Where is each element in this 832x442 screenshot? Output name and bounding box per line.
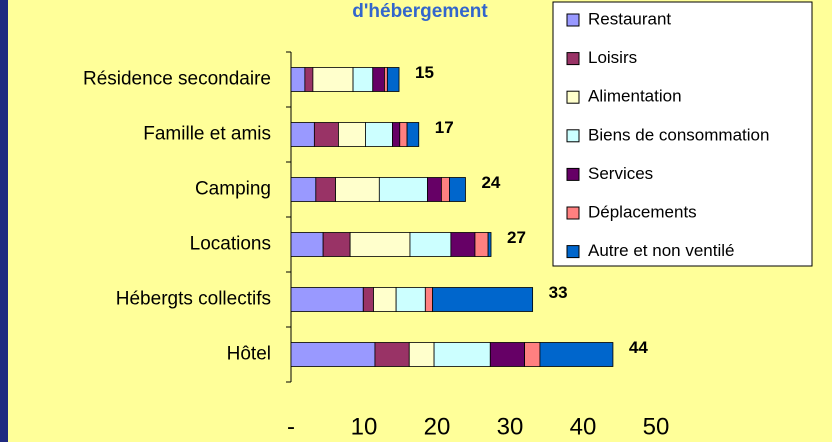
legend-label: Déplacements [588,202,697,221]
bar-segment [322,232,351,257]
side-strip [0,0,8,442]
bar-segment [406,122,420,147]
x-tick-label: 30 [497,413,524,440]
bar-segment [487,232,492,257]
bar-segment [395,287,426,312]
x-tick-label: 50 [643,413,670,440]
bar-segment [365,122,393,147]
y-tick-label: Hôtel [227,344,271,365]
bar-segment [372,67,385,92]
total-label: 27 [507,228,526,247]
bar-segment [290,67,306,92]
bar-segment [474,232,489,257]
bar-segment [362,287,374,312]
bar-segment [489,342,526,367]
bar-segment [424,287,434,312]
bar-segment [313,122,339,147]
legend-label: Loisirs [588,48,637,67]
bar-segment [290,342,376,367]
bar-segment [290,232,324,257]
bar-segment [449,177,466,202]
bar-segment [349,232,411,257]
bar-segment [290,287,364,312]
legend-swatch [566,90,580,104]
legend-label: Biens de consommation [588,125,769,144]
legend-swatch [566,52,580,66]
y-tick-label: Hébergts collectifs [116,289,271,310]
y-tick-label: Locations [190,234,271,255]
bar-segment [384,67,388,92]
bar-segment [373,287,397,312]
x-tick-label: 10 [351,413,378,440]
legend-swatch [566,129,580,143]
legend-swatch [566,167,580,181]
x-tick-label: 20 [424,413,451,440]
legend-swatch [566,206,580,220]
bar-segment [392,122,401,147]
legend-label: Autre et non ventilé [588,241,734,260]
bar-segment [440,177,450,202]
legend-label: Restaurant [588,9,671,28]
bar-segment [290,122,315,147]
y-tick-label: Camping [195,179,271,200]
legend-label: Alimentation [588,87,682,106]
bar-segment [290,177,317,202]
bar-segment [409,232,452,257]
bar-segment [408,342,435,367]
bar-segment [338,122,366,147]
bar-segment [386,67,400,92]
bar-segment [312,67,354,92]
y-tick-label: Famille et amis [143,124,271,145]
total-label: 17 [435,118,454,137]
total-label: 33 [549,283,568,302]
bar-segment [433,342,491,367]
bar-segment [427,177,442,202]
bar-segment [335,177,380,202]
bar-segment [450,232,476,257]
bar-segment [374,342,410,367]
legend-swatch [566,245,580,259]
bar-segment [432,287,534,312]
chart-title: d'hébergement [352,1,488,22]
bar-segment [539,342,614,367]
bar-segment [304,67,314,92]
bar-segment [352,67,374,92]
bar-segment [524,342,541,367]
legend-swatch [566,13,580,27]
bar-segment [399,122,408,147]
total-label: 24 [481,173,500,192]
x-tick-label: - [287,413,295,440]
legend [552,1,813,267]
legend-label: Services [588,164,653,183]
bar-segment [378,177,428,202]
y-tick-label: Résidence secondaire [83,69,271,90]
total-label: 15 [415,63,434,82]
x-tick-label: 40 [570,413,597,440]
total-label: 44 [629,338,648,357]
bar-segment [315,177,336,202]
